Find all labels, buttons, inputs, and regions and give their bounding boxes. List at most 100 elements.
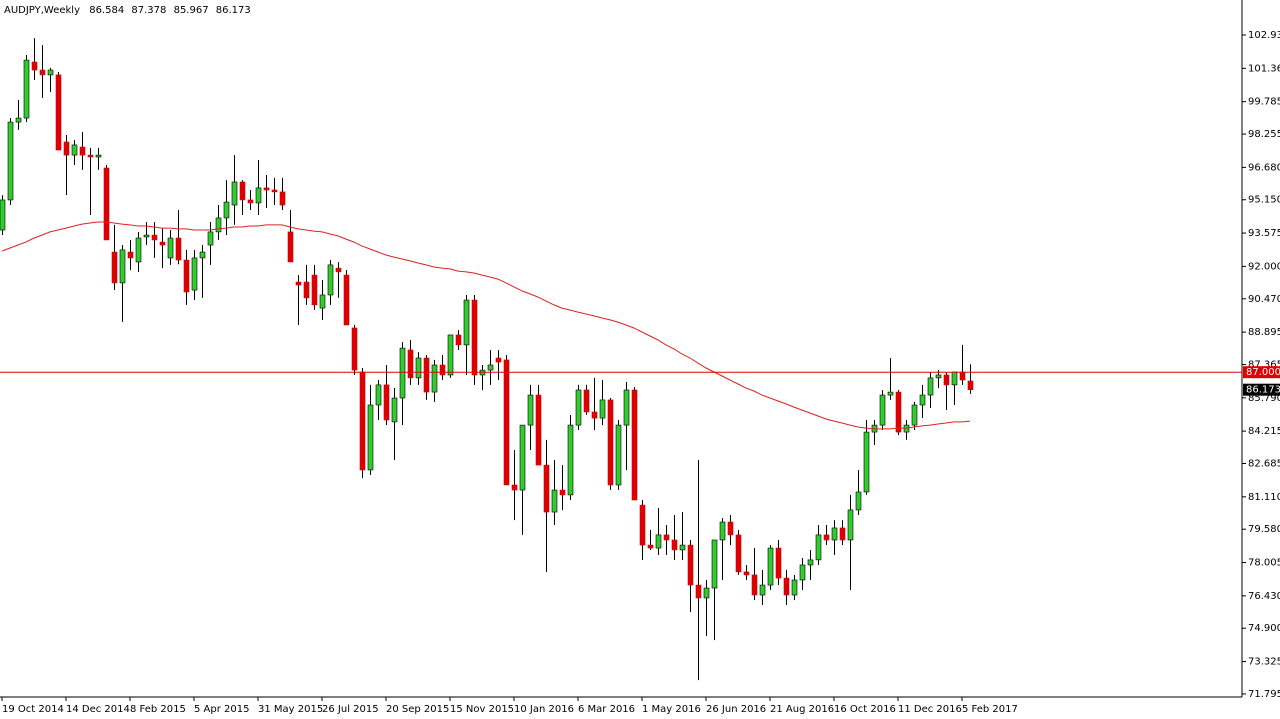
y-tick-label: 81.110	[1248, 492, 1280, 503]
candle-body	[415, 357, 422, 379]
candle-body	[759, 584, 766, 596]
candle-body	[271, 189, 278, 193]
moving-average-line	[1, 221, 971, 430]
y-tick-label: 84.215	[1248, 426, 1280, 437]
candle-body	[159, 241, 166, 246]
candle-body	[359, 371, 366, 471]
candle-body	[559, 489, 566, 496]
x-tick-label: 19 Oct 2014	[2, 704, 64, 715]
candle-body	[855, 491, 862, 511]
candle-body	[967, 380, 974, 390]
candle-body	[247, 199, 254, 204]
candle-body	[959, 371, 966, 381]
candle-body	[463, 299, 470, 346]
x-tick-label: 11 Dec 2016	[898, 704, 962, 715]
candle-body	[879, 394, 886, 426]
candle-body	[383, 384, 390, 421]
candle-body	[623, 389, 630, 426]
candle-body	[31, 61, 38, 71]
candle-body	[711, 539, 718, 589]
candle-body	[599, 399, 606, 419]
candle-body	[943, 374, 950, 386]
candle-body	[215, 217, 222, 233]
x-tick-label: 31 May 2015	[258, 704, 323, 715]
candle-body	[951, 371, 958, 386]
x-tick-label: 1 May 2016	[642, 704, 701, 715]
candle-body	[727, 521, 734, 536]
candle-body	[103, 167, 110, 241]
candle-body	[119, 249, 126, 284]
candle-body	[527, 394, 534, 426]
y-tick-label: 96.680	[1248, 162, 1280, 173]
y-tick-label: 85.790	[1248, 393, 1280, 404]
candle-body	[207, 231, 214, 246]
candle-body	[0, 199, 6, 231]
candle-body	[495, 357, 502, 363]
candle-body	[367, 404, 374, 471]
candle-body	[863, 431, 870, 493]
candle-body	[455, 334, 462, 346]
candle-body	[919, 394, 926, 406]
x-tick-label: 10 Jan 2016	[514, 704, 574, 715]
candle-body	[695, 584, 702, 599]
candle-body	[935, 374, 942, 379]
x-tick-label: 15 Nov 2015	[450, 704, 514, 715]
chart-header: AUDJPY,Weekly 86.584 87.378 85.967 86.17…	[4, 5, 251, 16]
y-tick-label: 98.255	[1248, 129, 1280, 140]
candle-body	[335, 267, 342, 273]
y-tick-label: 73.325	[1248, 657, 1280, 668]
y-tick-label: 90.470	[1248, 294, 1280, 305]
candle-body	[743, 571, 750, 576]
y-tick-label: 74.900	[1248, 623, 1280, 634]
header-close: 86.173	[216, 5, 251, 16]
x-tick-label: 5 Apr 2015	[194, 704, 249, 715]
candle-body	[423, 357, 430, 393]
candle-body	[631, 389, 638, 501]
candle-body	[151, 234, 158, 241]
chart-title: AUDJPY,Weekly	[4, 5, 80, 16]
y-tick-label: 99.785	[1248, 97, 1280, 108]
candle-body	[279, 191, 286, 206]
candle-body	[815, 534, 822, 561]
last-price-box	[1243, 383, 1280, 396]
candle-body	[223, 201, 230, 219]
candle-body	[543, 464, 550, 513]
candle-body	[655, 534, 662, 549]
candle-body	[447, 334, 454, 376]
x-tick-label: 6 Mar 2016	[578, 704, 635, 715]
candle-body	[7, 121, 14, 201]
candle-body	[295, 281, 302, 286]
candle-body	[887, 391, 894, 396]
candle-body	[191, 257, 198, 291]
candle-body	[63, 141, 70, 156]
x-tick-label: 14 Dec 2014	[66, 704, 130, 715]
candle-body	[735, 534, 742, 573]
y-tick-label: 92.000	[1248, 261, 1280, 272]
candle-body	[823, 534, 830, 541]
y-tick-label: 101.360	[1248, 63, 1280, 74]
plot-area	[0, 0, 1243, 698]
candle-body	[343, 274, 350, 326]
candle-body	[287, 231, 294, 263]
candle-body	[71, 144, 78, 156]
y-tick-label: 102.935	[1248, 30, 1280, 41]
x-tick-label: 5 Feb 2017	[962, 704, 1018, 715]
candle-body	[39, 69, 46, 76]
y-tick-label: 95.150	[1248, 195, 1280, 206]
candle-body	[239, 181, 246, 201]
candle-body	[47, 69, 54, 76]
candle-body	[351, 327, 358, 371]
candle-body	[263, 187, 270, 191]
y-tick-label: 82.685	[1248, 459, 1280, 470]
candle-body	[15, 117, 22, 123]
candle-body	[399, 347, 406, 399]
candle-body	[303, 281, 310, 299]
candle-body	[911, 404, 918, 426]
candle-body	[471, 299, 478, 376]
candle-body	[767, 547, 774, 586]
candle-body	[255, 187, 262, 204]
y-tick-label: 79.580	[1248, 524, 1280, 535]
